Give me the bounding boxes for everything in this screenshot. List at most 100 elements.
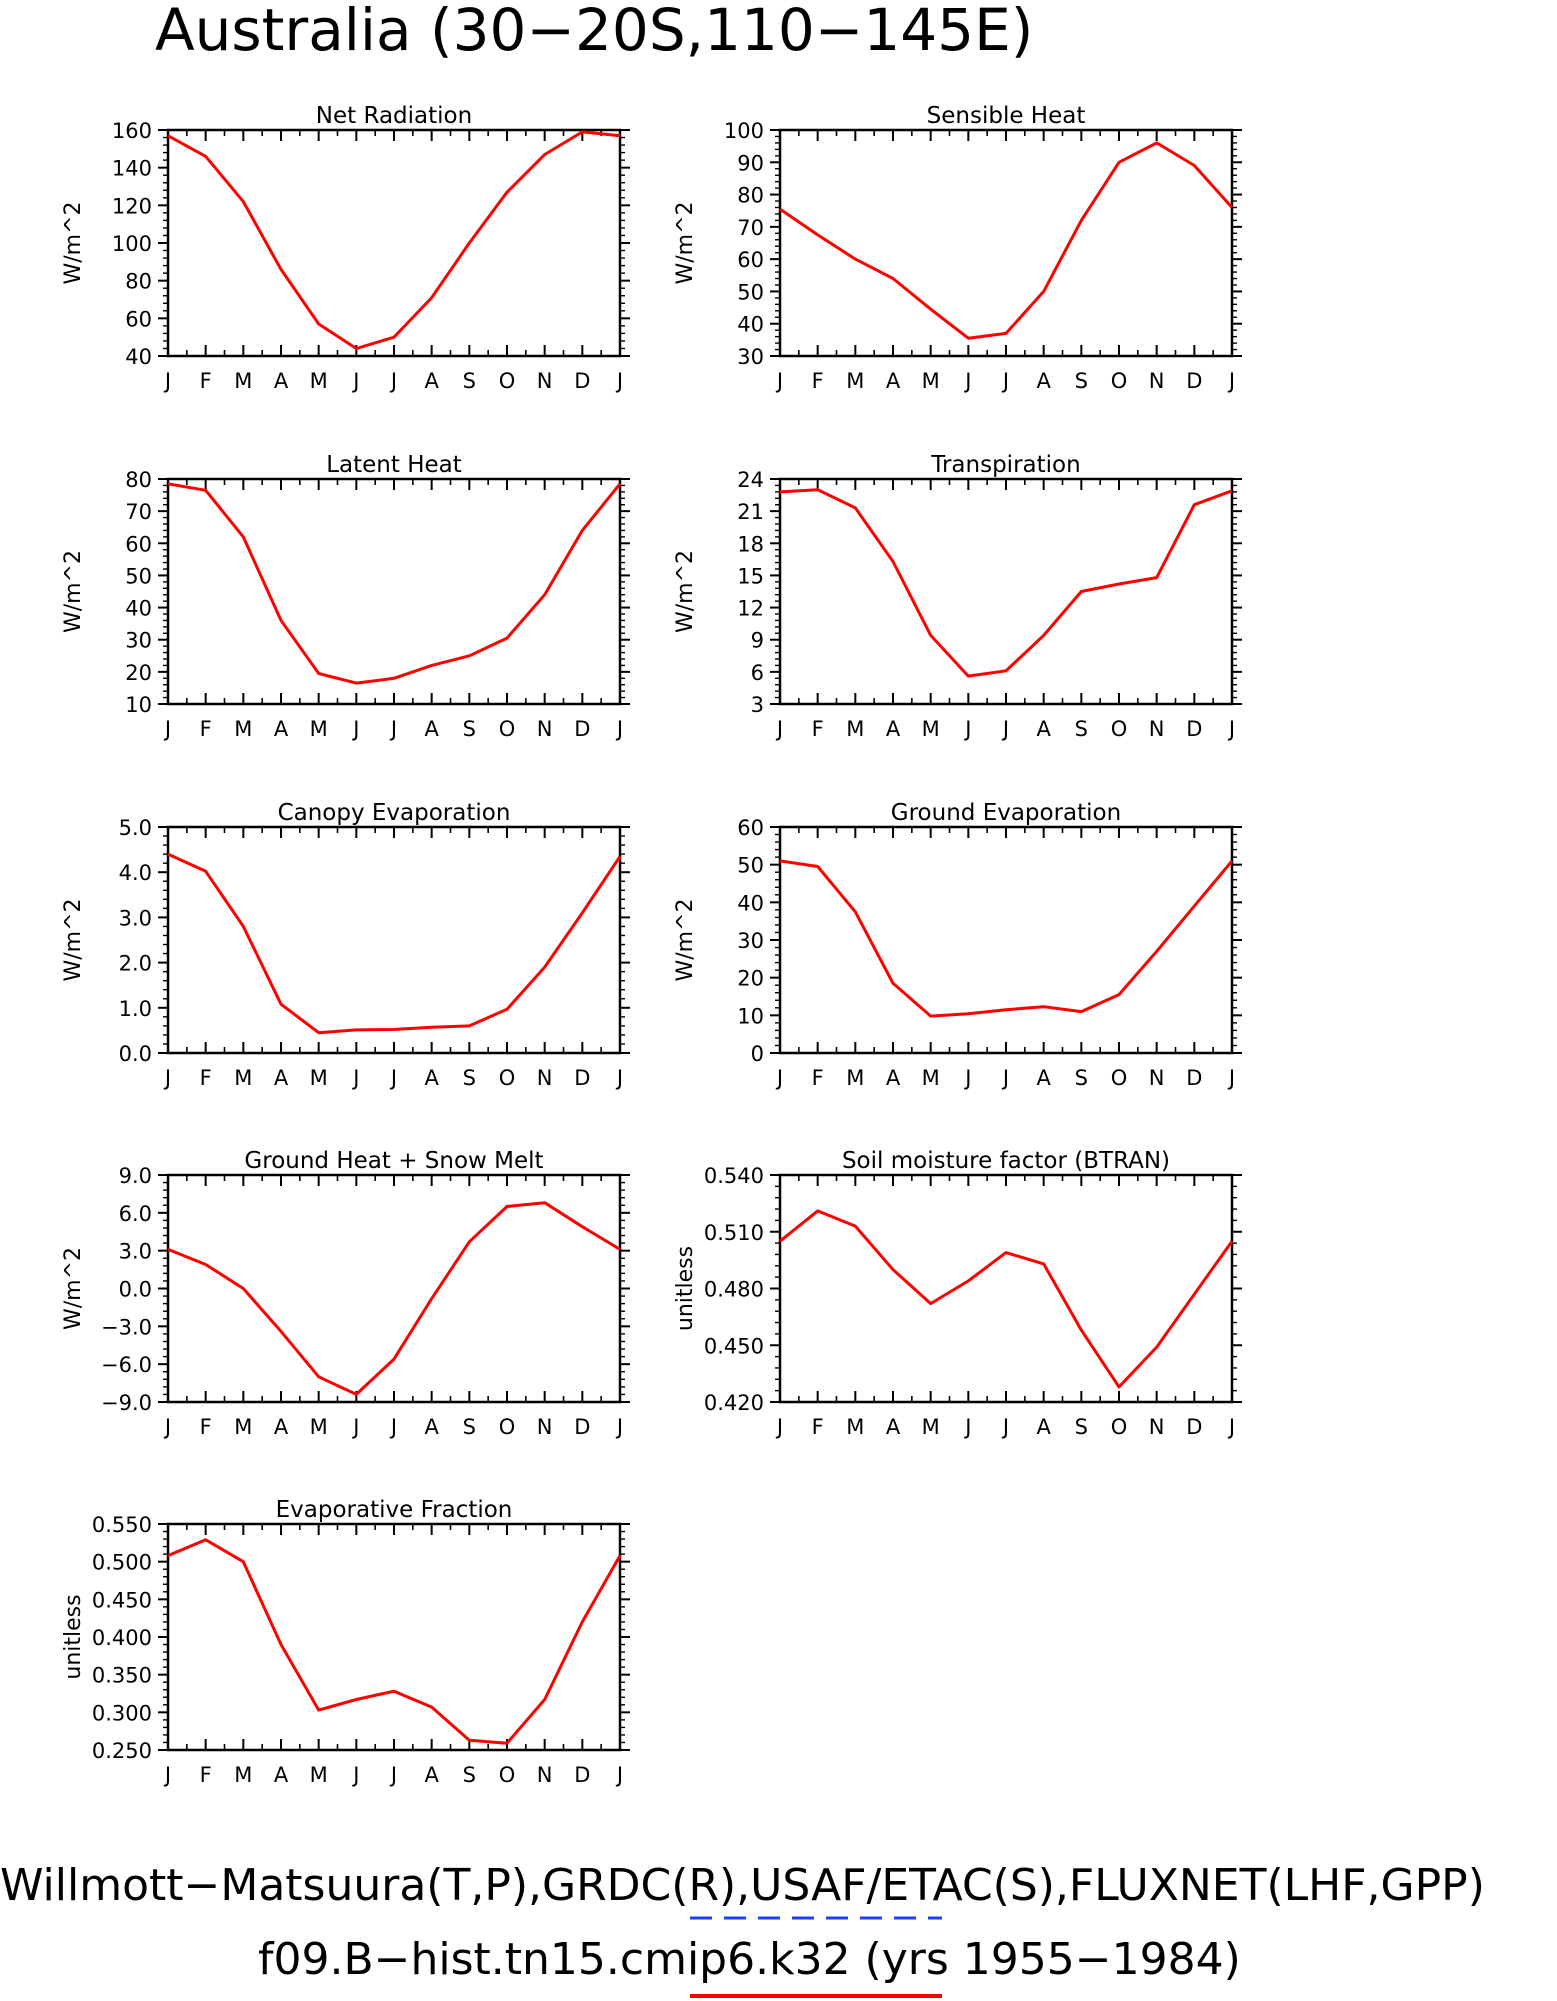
y-axis-label: W/m^2 [61, 898, 86, 981]
y-axis-label: unitless [673, 1246, 698, 1331]
x-tick-label: F [200, 369, 212, 393]
x-tick-label: M [922, 369, 940, 393]
x-tick-label: J [1001, 1066, 1009, 1090]
x-tick-label: D [574, 1763, 590, 1787]
y-tick-label: 70 [125, 500, 152, 524]
y-tick-label: 140 [112, 157, 152, 181]
y-tick-label: 0.250 [92, 1739, 152, 1763]
x-tick-label: N [537, 717, 553, 741]
plot-frame [166, 825, 622, 1055]
x-tick-label: J [775, 717, 783, 741]
y-tick-label: 0.510 [704, 1221, 764, 1245]
series-line [167, 482, 622, 685]
y-tick-label: 18 [737, 532, 764, 556]
series-line [167, 852, 622, 1035]
x-tick-label: D [1186, 717, 1202, 741]
x-tick-label: M [922, 717, 940, 741]
x-tick-label: J [351, 1763, 359, 1787]
x-tick-label: J [389, 369, 397, 393]
x-tick-label: D [574, 717, 590, 741]
x-tick-label: J [351, 717, 359, 741]
y-tick-label: 0.500 [92, 1551, 152, 1575]
x-tick-label: J [963, 369, 971, 393]
x-tick-label: F [200, 1066, 212, 1090]
x-tick-label: M [846, 1415, 864, 1439]
x-tick-label: A [424, 1415, 439, 1439]
x-tick-label: J [963, 717, 971, 741]
series-line [167, 130, 621, 350]
x-tick-label: D [574, 1415, 590, 1439]
x-tick-label: J [389, 717, 397, 741]
panel-title: Ground Heat + Snow Melt [244, 1148, 543, 1174]
panel-title: Ground Evaporation [891, 800, 1121, 826]
x-tick-label: M [310, 1066, 328, 1090]
x-tick-label: J [963, 1415, 971, 1439]
panel-title: Soil moisture factor (BTRAN) [842, 1148, 1170, 1174]
x-tick-label: F [812, 1066, 824, 1090]
series-line [779, 1209, 1234, 1389]
x-tick-label: M [234, 369, 252, 393]
x-tick-label: A [274, 1066, 289, 1090]
series-line [779, 859, 1234, 1018]
y-tick-label: −9.0 [101, 1391, 152, 1415]
panel-title: Canopy Evaporation [278, 800, 511, 826]
x-tick-label: J [775, 1415, 783, 1439]
x-tick-label: A [424, 717, 439, 741]
x-tick-label: J [389, 1415, 397, 1439]
x-tick-label: N [537, 1415, 553, 1439]
y-tick-label: 0.400 [92, 1626, 152, 1650]
x-tick-label: J [1227, 717, 1235, 741]
x-tick-label: A [424, 369, 439, 393]
y-tick-label: 15 [737, 564, 764, 588]
x-tick-label: S [463, 1415, 476, 1439]
y-axis-label: W/m^2 [61, 201, 86, 284]
y-tick-label: 30 [737, 345, 764, 369]
y-tick-label: 20 [737, 967, 764, 991]
y-tick-label: 24 [737, 468, 764, 492]
y-tick-label: 0.0 [119, 1042, 152, 1066]
y-tick-label: 60 [737, 816, 764, 840]
x-tick-label: D [1186, 1415, 1202, 1439]
y-tick-label: 21 [737, 500, 764, 524]
x-tick-label: J [615, 1415, 623, 1439]
y-axis-label: W/m^2 [673, 201, 698, 284]
x-tick-label: N [537, 369, 553, 393]
x-tick-label: D [1186, 369, 1202, 393]
y-axis-label: W/m^2 [673, 550, 698, 633]
y-tick-label: 3.0 [119, 906, 152, 930]
y-tick-label: 30 [125, 629, 152, 653]
y-tick-label: 50 [737, 854, 764, 878]
x-tick-label: A [1036, 1415, 1051, 1439]
x-tick-label: J [615, 717, 623, 741]
x-tick-label: S [463, 369, 476, 393]
x-tick-label: A [886, 1415, 901, 1439]
x-tick-label: A [424, 1066, 439, 1090]
x-tick-label: J [163, 717, 171, 741]
x-tick-label: S [1075, 717, 1088, 741]
x-tick-label: J [389, 1763, 397, 1787]
x-tick-label: M [846, 717, 864, 741]
x-tick-label: O [499, 717, 516, 741]
panel-title: Evaporative Fraction [276, 1497, 513, 1523]
y-tick-label: 6.0 [119, 1202, 152, 1226]
x-tick-label: A [274, 369, 289, 393]
x-tick-label: J [1227, 1066, 1235, 1090]
panel-title: Net Radiation [316, 103, 472, 129]
x-tick-label: M [310, 369, 328, 393]
x-tick-label: M [846, 369, 864, 393]
x-tick-label: M [234, 1763, 252, 1787]
x-tick-label: F [200, 717, 212, 741]
x-tick-label: J [163, 1066, 171, 1090]
x-tick-label: D [574, 1066, 590, 1090]
x-tick-label: N [537, 1066, 553, 1090]
x-tick-label: J [1001, 717, 1009, 741]
y-tick-label: 0.420 [704, 1391, 764, 1415]
x-tick-label: D [574, 369, 590, 393]
x-tick-label: J [615, 1066, 623, 1090]
x-tick-label: A [1036, 717, 1051, 741]
x-tick-label: J [351, 369, 359, 393]
y-tick-label: 30 [737, 929, 764, 953]
footer-line-2: f09.B−hist.tn15.cmip6.k32 (yrs 1955−1984… [258, 1934, 1241, 1985]
